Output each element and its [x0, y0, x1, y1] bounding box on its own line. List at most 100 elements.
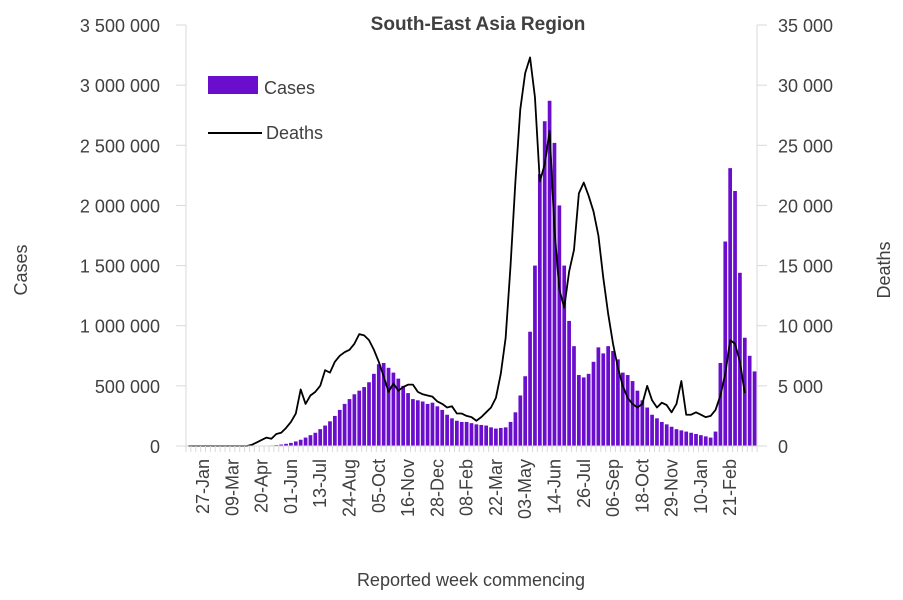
case-bar — [304, 438, 308, 446]
x-tick-label: 24-Aug — [339, 459, 359, 517]
case-bar — [401, 386, 405, 446]
case-bar — [494, 429, 498, 446]
x-tick-label: 09-Mar — [222, 459, 242, 516]
legend-deaths-label: Deaths — [266, 123, 323, 143]
left-tick-label: 3 500 000 — [80, 16, 160, 36]
case-bar — [748, 356, 752, 446]
case-bar — [416, 400, 420, 446]
case-bar — [338, 410, 342, 446]
right-tick-label: 35 000 — [778, 16, 833, 36]
x-tick-label: 20-Apr — [252, 459, 272, 513]
case-bar — [421, 401, 425, 446]
x-tick-label: 22-Mar — [486, 459, 506, 516]
case-bar — [484, 426, 488, 446]
case-bar — [577, 375, 581, 446]
deaths-line-layer — [188, 57, 744, 446]
legend: Cases Deaths — [208, 76, 323, 143]
case-bar — [538, 174, 542, 446]
case-bar — [431, 403, 435, 446]
x-tick-label: 18-Oct — [632, 459, 652, 513]
x-tick-label: 26-Jul — [574, 459, 594, 508]
x-tick-label: 03-May — [515, 459, 535, 519]
case-bar — [660, 422, 664, 446]
case-bar — [640, 400, 644, 446]
right-tick-label: 5 000 — [778, 377, 823, 397]
case-bar — [597, 347, 601, 446]
x-tick-label: 08-Feb — [457, 459, 477, 516]
case-bar — [445, 415, 449, 446]
case-bar — [582, 377, 586, 446]
x-tick-label: 14-Jun — [544, 459, 564, 514]
case-bar — [714, 432, 718, 446]
case-bar — [313, 433, 317, 446]
case-bar — [611, 351, 615, 446]
case-bar — [362, 387, 366, 446]
case-bar — [294, 441, 298, 446]
case-bar — [518, 395, 522, 446]
case-bar — [636, 391, 640, 446]
case-bar — [367, 382, 371, 446]
case-bar — [372, 374, 376, 446]
case-bar — [704, 436, 708, 446]
case-bar — [440, 410, 444, 446]
right-tick-label: 0 — [778, 437, 788, 457]
case-bar — [723, 242, 727, 446]
case-bar — [435, 406, 439, 446]
case-bar — [475, 424, 479, 446]
right-tick-label: 20 000 — [778, 196, 833, 216]
case-bar — [528, 332, 532, 446]
case-bar — [631, 381, 635, 446]
case-bar — [509, 422, 513, 446]
x-tick-label: 16-Nov — [398, 459, 418, 517]
x-tick-label: 29-Nov — [662, 459, 682, 517]
case-bar — [684, 432, 688, 446]
right-tick-label: 25 000 — [778, 136, 833, 156]
case-bar — [357, 391, 361, 446]
case-bar — [460, 422, 464, 446]
case-bar — [387, 368, 391, 446]
case-bar — [406, 393, 410, 446]
case-bar — [455, 421, 459, 446]
case-bar — [348, 399, 352, 446]
y-axis-label-right: Deaths — [874, 241, 894, 298]
x-axis-label: Reported week commencing — [357, 570, 585, 590]
case-bar — [557, 205, 561, 446]
case-bar — [479, 425, 483, 446]
case-bar — [680, 430, 684, 446]
case-bar — [694, 434, 698, 446]
left-tick-label: 500 000 — [95, 377, 160, 397]
left-tick-label: 2 500 000 — [80, 136, 160, 156]
case-bar — [675, 429, 679, 446]
case-bar — [655, 418, 659, 446]
case-bar — [753, 371, 757, 446]
right-tick-label: 10 000 — [778, 317, 833, 337]
case-bar — [670, 427, 674, 446]
case-bar — [689, 433, 693, 446]
case-bar — [592, 362, 596, 446]
case-bar — [450, 418, 454, 446]
case-bar — [318, 429, 322, 446]
case-bar — [465, 422, 469, 446]
deaths-line — [188, 57, 744, 446]
case-bar — [470, 423, 474, 446]
case-bar — [606, 346, 610, 446]
case-bar — [728, 168, 732, 446]
left-tick-label: 1 500 000 — [80, 257, 160, 277]
case-bar — [514, 412, 518, 446]
case-bar — [587, 374, 591, 446]
case-bar — [499, 428, 503, 446]
case-bar — [309, 435, 313, 446]
case-bar — [353, 394, 357, 446]
right-tick-label: 30 000 — [778, 76, 833, 96]
chart-title: South-East Asia Region — [371, 14, 586, 35]
y-axis-label-left: Cases — [11, 244, 31, 295]
case-bar — [299, 440, 303, 446]
x-tick-label: 05-Oct — [369, 459, 389, 513]
left-tick-label: 1 000 000 — [80, 317, 160, 337]
cases-bars — [250, 101, 756, 446]
case-bar — [504, 427, 508, 446]
